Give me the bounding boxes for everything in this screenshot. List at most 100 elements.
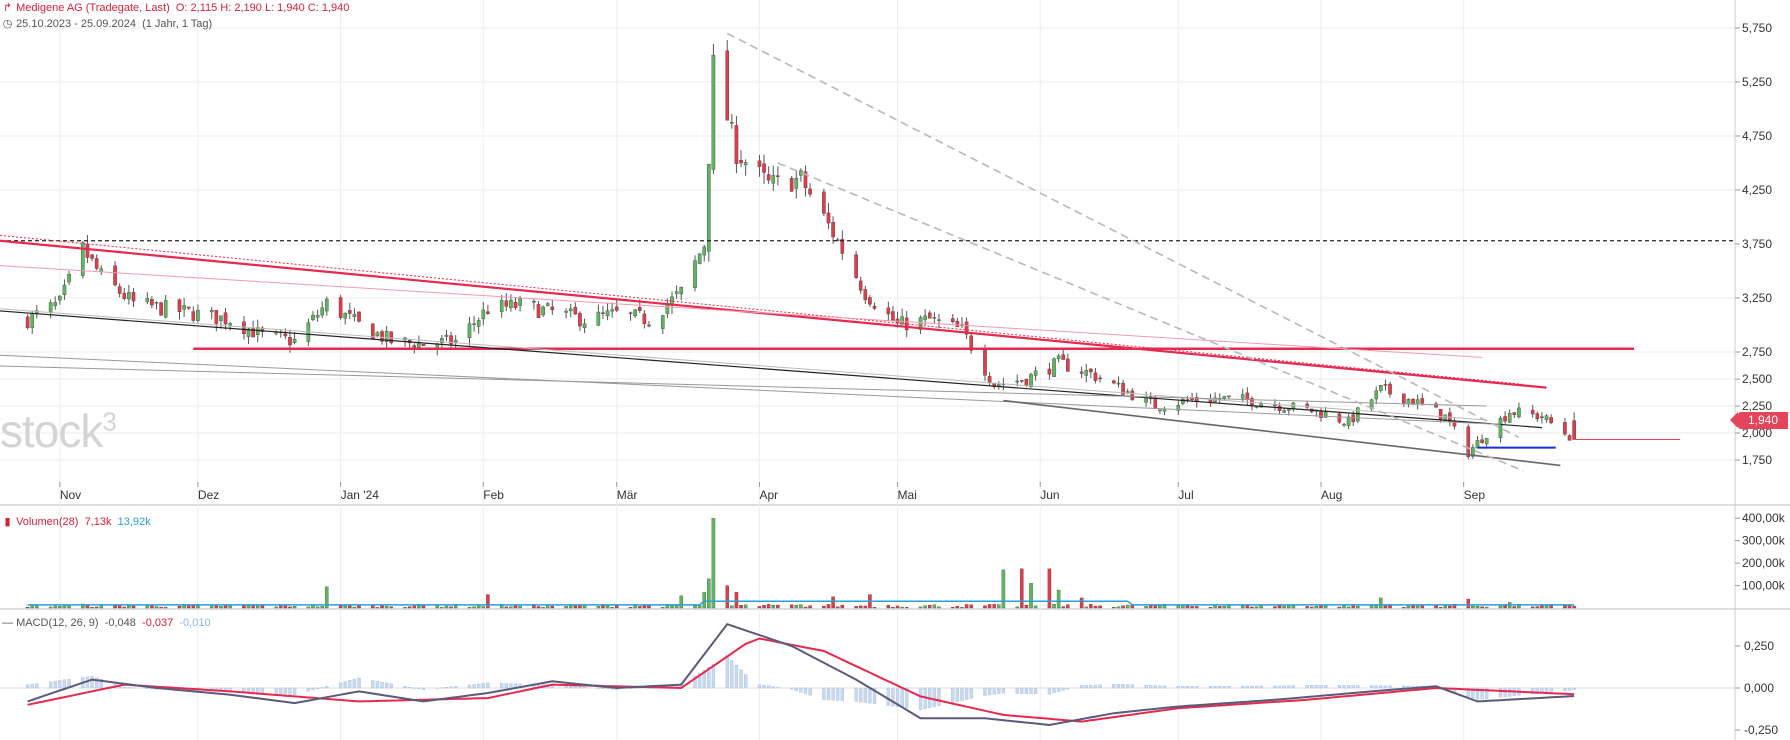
x-tick-label: Feb [483,488,504,502]
macd-histogram-bar [951,687,955,703]
candle-body [1089,368,1093,373]
volume-bar [928,604,932,609]
candle-body [444,334,449,337]
macd-histogram-bar [905,687,909,709]
volume-bar [1089,604,1093,609]
macd-histogram-bar [352,678,357,689]
volume-bar [1093,605,1098,609]
macd-histogram-bar [960,687,964,701]
macd-histogram-bar [969,687,973,699]
volume-bar [1402,607,1406,609]
candle-body [1240,394,1245,399]
candle-body [90,254,94,259]
macd-histogram-bar [1195,686,1199,689]
candle-body [1319,411,1323,419]
volume-bar [53,605,57,609]
volume-bar [1369,605,1374,609]
candle-body [628,312,633,314]
period-range: 25.10.2023 - 25.09.2024 [16,18,136,30]
candle-body [854,254,858,278]
macd-histogram-bar [1544,687,1549,693]
volume-bar [932,604,937,609]
volume-bar [541,607,545,609]
volume-bar [1112,607,1116,609]
volume-bar [127,605,131,609]
candle-body [1227,395,1231,398]
macd-histogram-bar [822,687,826,700]
candle-body [822,191,826,214]
macd-histogram-bar [1241,685,1245,689]
volume-bar [969,604,973,609]
candle-body [288,336,292,346]
y-tick-label: 4,250 [1742,183,1772,197]
volume-bar [1346,606,1351,609]
volume-bar [826,604,831,609]
candle-body [1158,409,1162,412]
macd-histogram-bar [569,685,573,689]
volume-bar [757,606,762,609]
candle-body [665,304,670,314]
volume-bar [131,605,136,609]
macd-histogram-bar [757,684,762,689]
volume-bars [25,518,1576,609]
volume-bar [776,604,780,609]
macd-histogram-bar [1024,687,1029,694]
macd-histogram-bar [1227,685,1231,689]
macd-histogram-bar [1356,685,1360,689]
volume-bar [960,606,964,609]
volume-bar [1282,605,1286,609]
volume-bar [1029,583,1033,609]
candle-body [927,312,932,319]
macd-histogram-bar [1066,687,1070,690]
candle-body [1084,370,1089,376]
macd-histogram-bar [486,682,490,689]
macd-histogram-bar [987,687,992,696]
macd-histogram-bar [1245,685,1249,689]
candle-body [150,298,154,306]
macd-histogram-bar [1480,687,1484,700]
volume-tick-label: 400,00k [1742,511,1786,525]
candle-body [950,318,955,322]
macd-histogram-bar [955,687,960,702]
candle-body [674,291,679,294]
candle-body [614,306,619,311]
volume-bar [504,606,509,609]
macd-histogram-bar [836,687,840,701]
macd-histogram-bar [375,681,380,689]
channel-gray-line [0,365,1487,407]
macd-histogram-bar [1503,687,1507,697]
volume-bar [384,605,389,609]
candle-body [679,287,684,295]
candle-body [177,299,182,313]
volume-bar [1443,605,1448,609]
volume-bar [1148,605,1153,609]
volume-bar [177,605,182,609]
volume-bar [1240,605,1245,609]
candle-body [219,315,223,322]
volume-bar [435,605,440,609]
candle-body [766,174,771,181]
volume-bar [315,606,320,609]
macd-histogram-bar [454,686,458,689]
volume-legend: ▮ Volumen(28) 7,13k 13,92k [2,515,150,528]
candle-body [900,316,904,325]
candle-body [283,333,288,337]
volume-bar [1319,605,1323,609]
volume-bar [1079,597,1084,609]
volume-bar [292,606,297,609]
dashed-downtrend-line [726,32,1520,439]
macd-histogram-bar [932,687,937,707]
candle-body [803,171,808,189]
y-tick-label: 2,250 [1742,399,1772,413]
macd-histogram-bar [1379,685,1383,689]
candle-body [1480,439,1484,443]
macd-histogram-bar [1374,685,1378,689]
candle-body [794,177,799,189]
macd-histogram-bar [1020,687,1024,694]
volume-bar [274,606,278,609]
macd-histogram-bar [1282,685,1286,689]
volume-bar [154,606,159,609]
candle-body [1079,371,1084,374]
candle-body [191,311,196,321]
